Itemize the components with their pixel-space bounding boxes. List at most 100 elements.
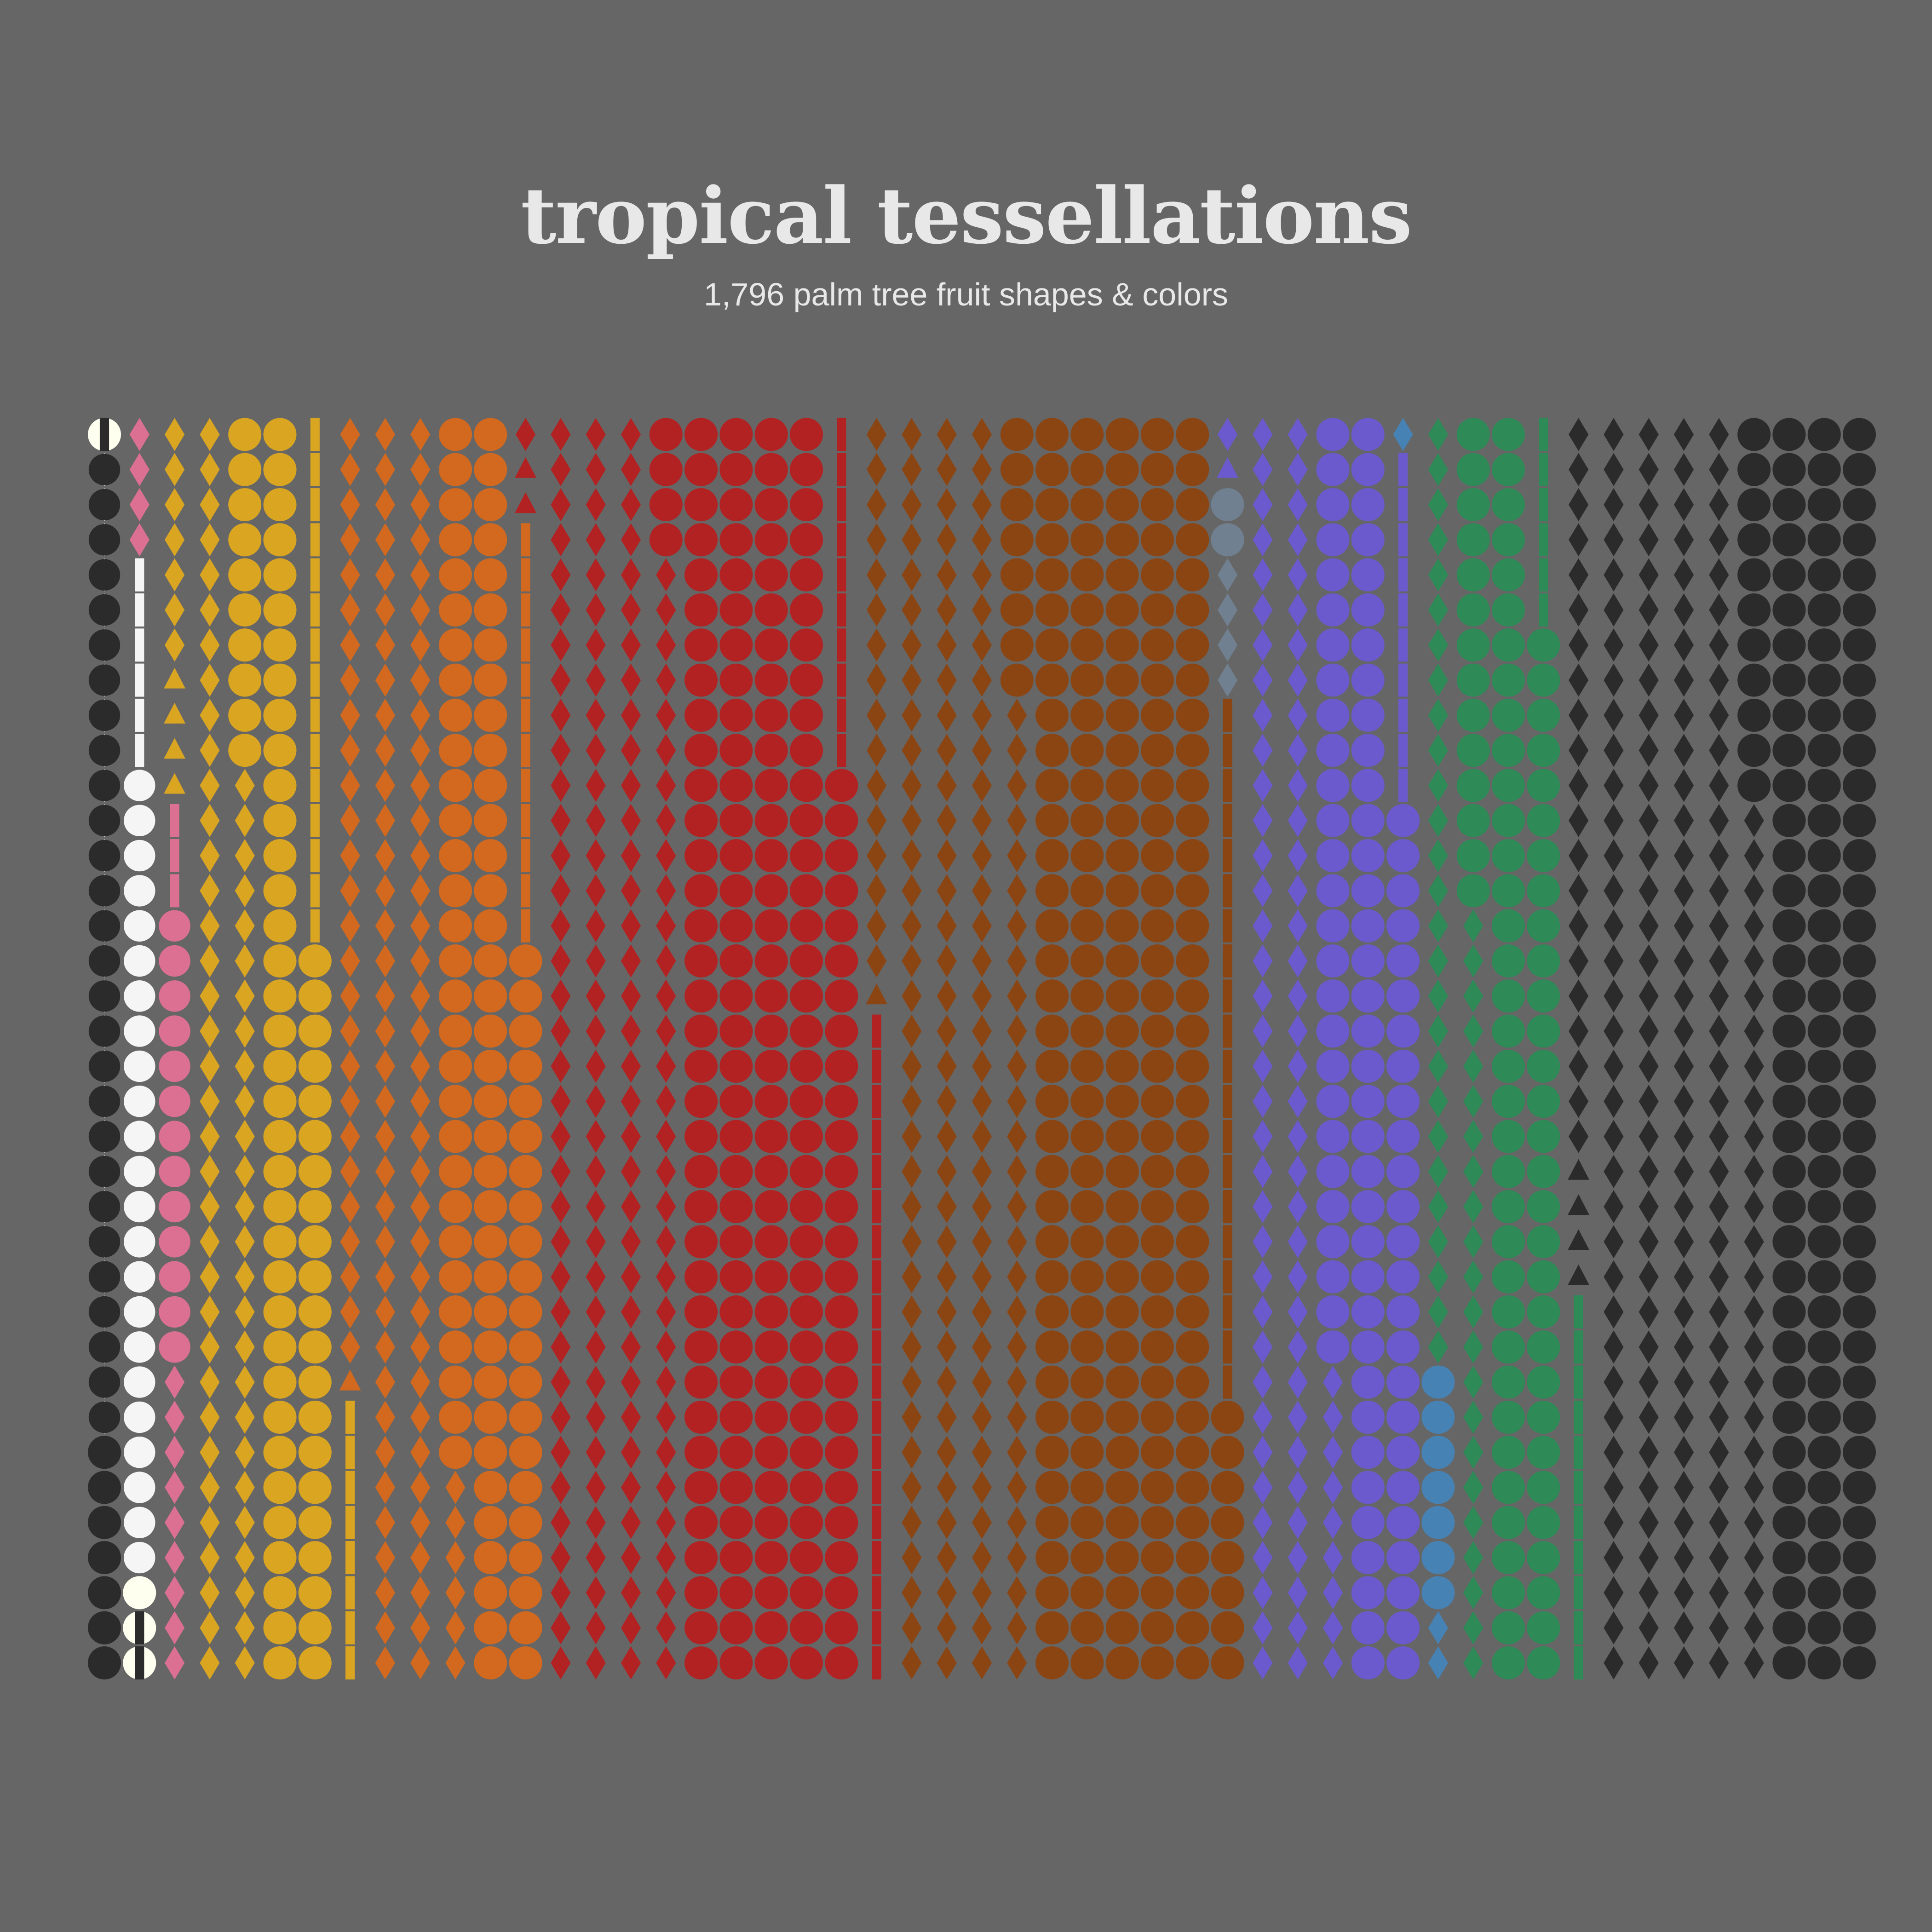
fruit-unit-black-globose <box>1843 769 1876 802</box>
fruit-unit-brown-ovoid <box>902 628 922 662</box>
fruit-unit-black-ovoid <box>1673 1085 1694 1118</box>
fruit-unit-orange-ovoid <box>340 1014 360 1048</box>
fruit-unit-brown-ovoid <box>1007 1471 1027 1504</box>
fruit-unit-brown-ovoid <box>937 558 957 592</box>
fruit-unit-red-globose <box>825 1225 858 1259</box>
fruit-unit-orange-ovoid <box>375 1120 395 1153</box>
fruit-unit-black-ovoid <box>1639 593 1659 627</box>
fruit-unit-red-ovoid <box>551 979 571 1013</box>
fruit-unit-brown-ovoid <box>1007 1190 1027 1224</box>
fruit-unit-yellow-ovoid <box>200 1400 220 1434</box>
fruit-unit-black-ovoid <box>1744 1295 1764 1328</box>
fruit-unit-orange-ovoid <box>375 593 395 627</box>
fruit-unit-black-ovoid <box>1673 1541 1694 1575</box>
fruit-unit-brown-globose <box>1105 453 1139 486</box>
fruit-unit-purple-ovoid <box>1288 558 1308 592</box>
fruit-unit-brown-globose <box>1176 874 1209 908</box>
fruit-unit-red-ovoid <box>551 523 571 557</box>
fruit-unit-red-globose <box>719 1190 753 1224</box>
fruit-unit-purple-ovoid <box>1322 1400 1343 1434</box>
fruit-unit-purple-elongated <box>1398 769 1408 802</box>
fruit-unit-black-ovoid <box>1744 1365 1764 1399</box>
fruit-unit-brown-globose <box>1035 628 1069 662</box>
fruit-unit-brown-ovoid <box>902 1260 922 1294</box>
fruit-unit-black-globose <box>1807 804 1841 837</box>
fruit-unit-brown-globose <box>1141 1471 1174 1504</box>
fruit-unit-orange-ovoid <box>375 839 395 873</box>
fruit-unit-brown-ovoid <box>937 1049 957 1083</box>
fruit-unit-red-ovoid <box>551 1155 571 1188</box>
fruit-unit-yellow-ovoid <box>200 1541 220 1575</box>
fruit-unit-orange-elongated <box>521 663 530 697</box>
fruit-unit-red-globose <box>825 1365 858 1399</box>
fruit-unit-orange-globose <box>509 1049 542 1083</box>
fruit-unit-yellow-ovoid <box>235 1365 255 1399</box>
fruit-unit-black-globose <box>1843 558 1876 592</box>
fruit-unit-black-globose <box>1772 1120 1806 1153</box>
fruit-unit-black-ovoid <box>1709 1576 1729 1610</box>
fruit-unit-orange-ovoid <box>410 1365 431 1399</box>
fruit-unit-black-ovoid <box>1673 1225 1694 1259</box>
fruit-unit-red-ovoid <box>586 1295 606 1328</box>
fruit-unit-green-ovoid <box>1428 698 1448 732</box>
fruit-unit-red-globose <box>790 1365 823 1399</box>
fruit-unit-orange-globose <box>439 874 472 908</box>
fruit-unit-yellow-ovoid <box>165 418 185 451</box>
fruit-unit-brown-ovoid <box>867 418 887 451</box>
fruit-unit-red-globose <box>825 1576 858 1610</box>
fruit-unit-brown-globose <box>1035 874 1069 908</box>
fruit-unit-red-ovoid <box>621 979 641 1013</box>
fruit-unit-orange-globose <box>509 979 542 1013</box>
fruit-unit-red-ovoid <box>656 663 676 697</box>
fruit-unit-purple-ovoid <box>1288 523 1308 557</box>
fruit-unit-purple-globose <box>1351 1365 1385 1399</box>
fruit-unit-brown-globose <box>1176 839 1209 873</box>
fruit-unit-purple-ovoid <box>1288 1225 1308 1259</box>
fruit-unit-purple-globose <box>1351 1085 1385 1118</box>
fruit-unit-brown-globose <box>1141 944 1174 978</box>
fruit-unit-brown-globose <box>1035 1611 1069 1644</box>
fruit-unit-orange-ovoid <box>340 488 360 522</box>
fruit-unit-red-ovoid <box>551 698 571 732</box>
fruit-unit-orange-globose <box>509 944 542 978</box>
fruit-unit-black-ovoid <box>1709 418 1729 451</box>
fruit-unit-black-globose <box>1843 1541 1876 1575</box>
fruit-unit-black-ovoid <box>1709 1014 1729 1048</box>
fruit-unit-black-ovoid <box>1673 734 1694 767</box>
fruit-unit-green-ovoid <box>1463 1049 1484 1083</box>
fruit-unit-orange-ovoid <box>410 909 431 943</box>
fruit-unit-brown-globose <box>1176 1400 1209 1434</box>
fruit-unit-orange-ovoid <box>445 1506 466 1539</box>
fruit-unit-brown-elongated <box>1223 1295 1232 1328</box>
fruit-unit-purple-ovoid <box>1288 1646 1308 1679</box>
fruit-unit-brown-globose <box>1141 593 1174 627</box>
fruit-unit-red-ovoid <box>551 1646 571 1679</box>
fruit-unit-black-ovoid <box>1639 1260 1659 1294</box>
fruit-unit-black-ovoid <box>1604 1436 1624 1469</box>
fruit-unit-brown-globose <box>1070 1014 1104 1048</box>
fruit-unit-black-ovoid <box>1604 593 1624 627</box>
fruit-unit-brown-globose <box>1105 1365 1139 1399</box>
fruit-unit-yellow-ovoid <box>235 944 255 978</box>
fruit-unit-brown-ovoid <box>1007 1400 1027 1434</box>
fruit-unit-red-ovoid <box>656 628 676 662</box>
fruit-unit-red-globose <box>719 839 753 873</box>
fruit-unit-black-globose <box>1843 1646 1876 1679</box>
fruit-unit-red-elongated <box>837 488 846 522</box>
fruit-unit-pink-rounded <box>159 1086 190 1117</box>
fruit-unit-red-elongated <box>837 698 846 732</box>
fruit-unit-brown-globose <box>1035 909 1069 943</box>
fruit-unit-brown-ovoid <box>972 979 992 1013</box>
fruit-unit-orange-globose <box>439 839 472 873</box>
fruit-unit-brown-globose <box>1035 1295 1069 1328</box>
fruit-unit-black-ovoid <box>1673 593 1694 627</box>
fruit-unit-orange-globose <box>474 558 507 592</box>
fruit-unit-red-ovoid <box>586 874 606 908</box>
fruit-unit-red-ovoid <box>656 769 676 802</box>
fruit-unit-brown-ovoid <box>902 698 922 732</box>
fruit-unit-brown-globose <box>1141 1085 1174 1118</box>
fruit-unit-orange-globose <box>439 944 472 978</box>
fruit-unit-purple-ovoid <box>1218 418 1238 451</box>
fruit-unit-red-ovoid <box>621 734 641 767</box>
fruit-unit-orange-globose <box>474 1155 507 1188</box>
